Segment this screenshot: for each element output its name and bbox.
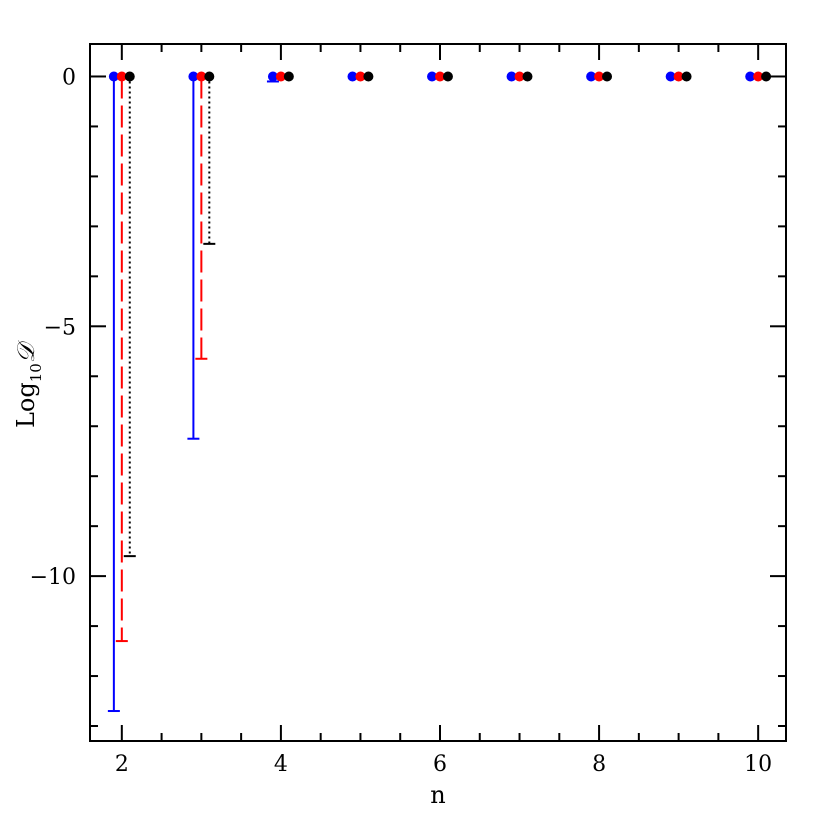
x-tick-label: 6 <box>433 752 447 777</box>
data-point <box>116 71 127 82</box>
data-point <box>681 71 692 82</box>
data-point <box>522 71 533 82</box>
plot-frame <box>89 43 787 742</box>
y-tick-label: −5 <box>44 315 76 340</box>
series-2 <box>115 71 764 643</box>
data-point <box>665 71 676 82</box>
axis-ticks <box>90 44 786 741</box>
data-point <box>347 71 358 82</box>
data-point <box>267 71 278 82</box>
data-point <box>275 71 286 82</box>
data-point <box>745 71 756 82</box>
data-point <box>196 71 207 82</box>
data-point <box>586 71 597 82</box>
data-marks <box>107 71 772 713</box>
data-point <box>355 71 366 82</box>
data-point <box>434 71 445 82</box>
data-point <box>427 71 438 82</box>
y-tick-label: 0 <box>62 65 76 90</box>
x-tick-label: 4 <box>274 752 288 777</box>
x-tick-label: 10 <box>744 752 772 777</box>
data-point <box>602 71 613 82</box>
data-point <box>506 71 517 82</box>
data-point <box>204 71 215 82</box>
data-point <box>283 71 294 82</box>
data-point <box>188 71 199 82</box>
data-point <box>514 71 525 82</box>
y-tick-label: −10 <box>30 565 76 590</box>
y-axis-label-main: Log <box>12 382 40 428</box>
data-point <box>761 71 772 82</box>
data-point <box>124 71 135 82</box>
data-point <box>363 71 374 82</box>
series-3 <box>123 71 772 558</box>
data-point <box>673 71 684 82</box>
tick-labels: 2 4 6 8 10 0 −5 −10 <box>30 65 773 777</box>
data-point <box>108 71 119 82</box>
y-axis-label-subscript: 10 <box>27 363 45 382</box>
series-1 <box>107 71 756 713</box>
data-point <box>442 71 453 82</box>
x-axis-label: n <box>430 781 445 809</box>
x-tick-label: 8 <box>592 752 606 777</box>
data-point <box>753 71 764 82</box>
x-tick-label: 2 <box>115 752 129 777</box>
data-point <box>594 71 605 82</box>
